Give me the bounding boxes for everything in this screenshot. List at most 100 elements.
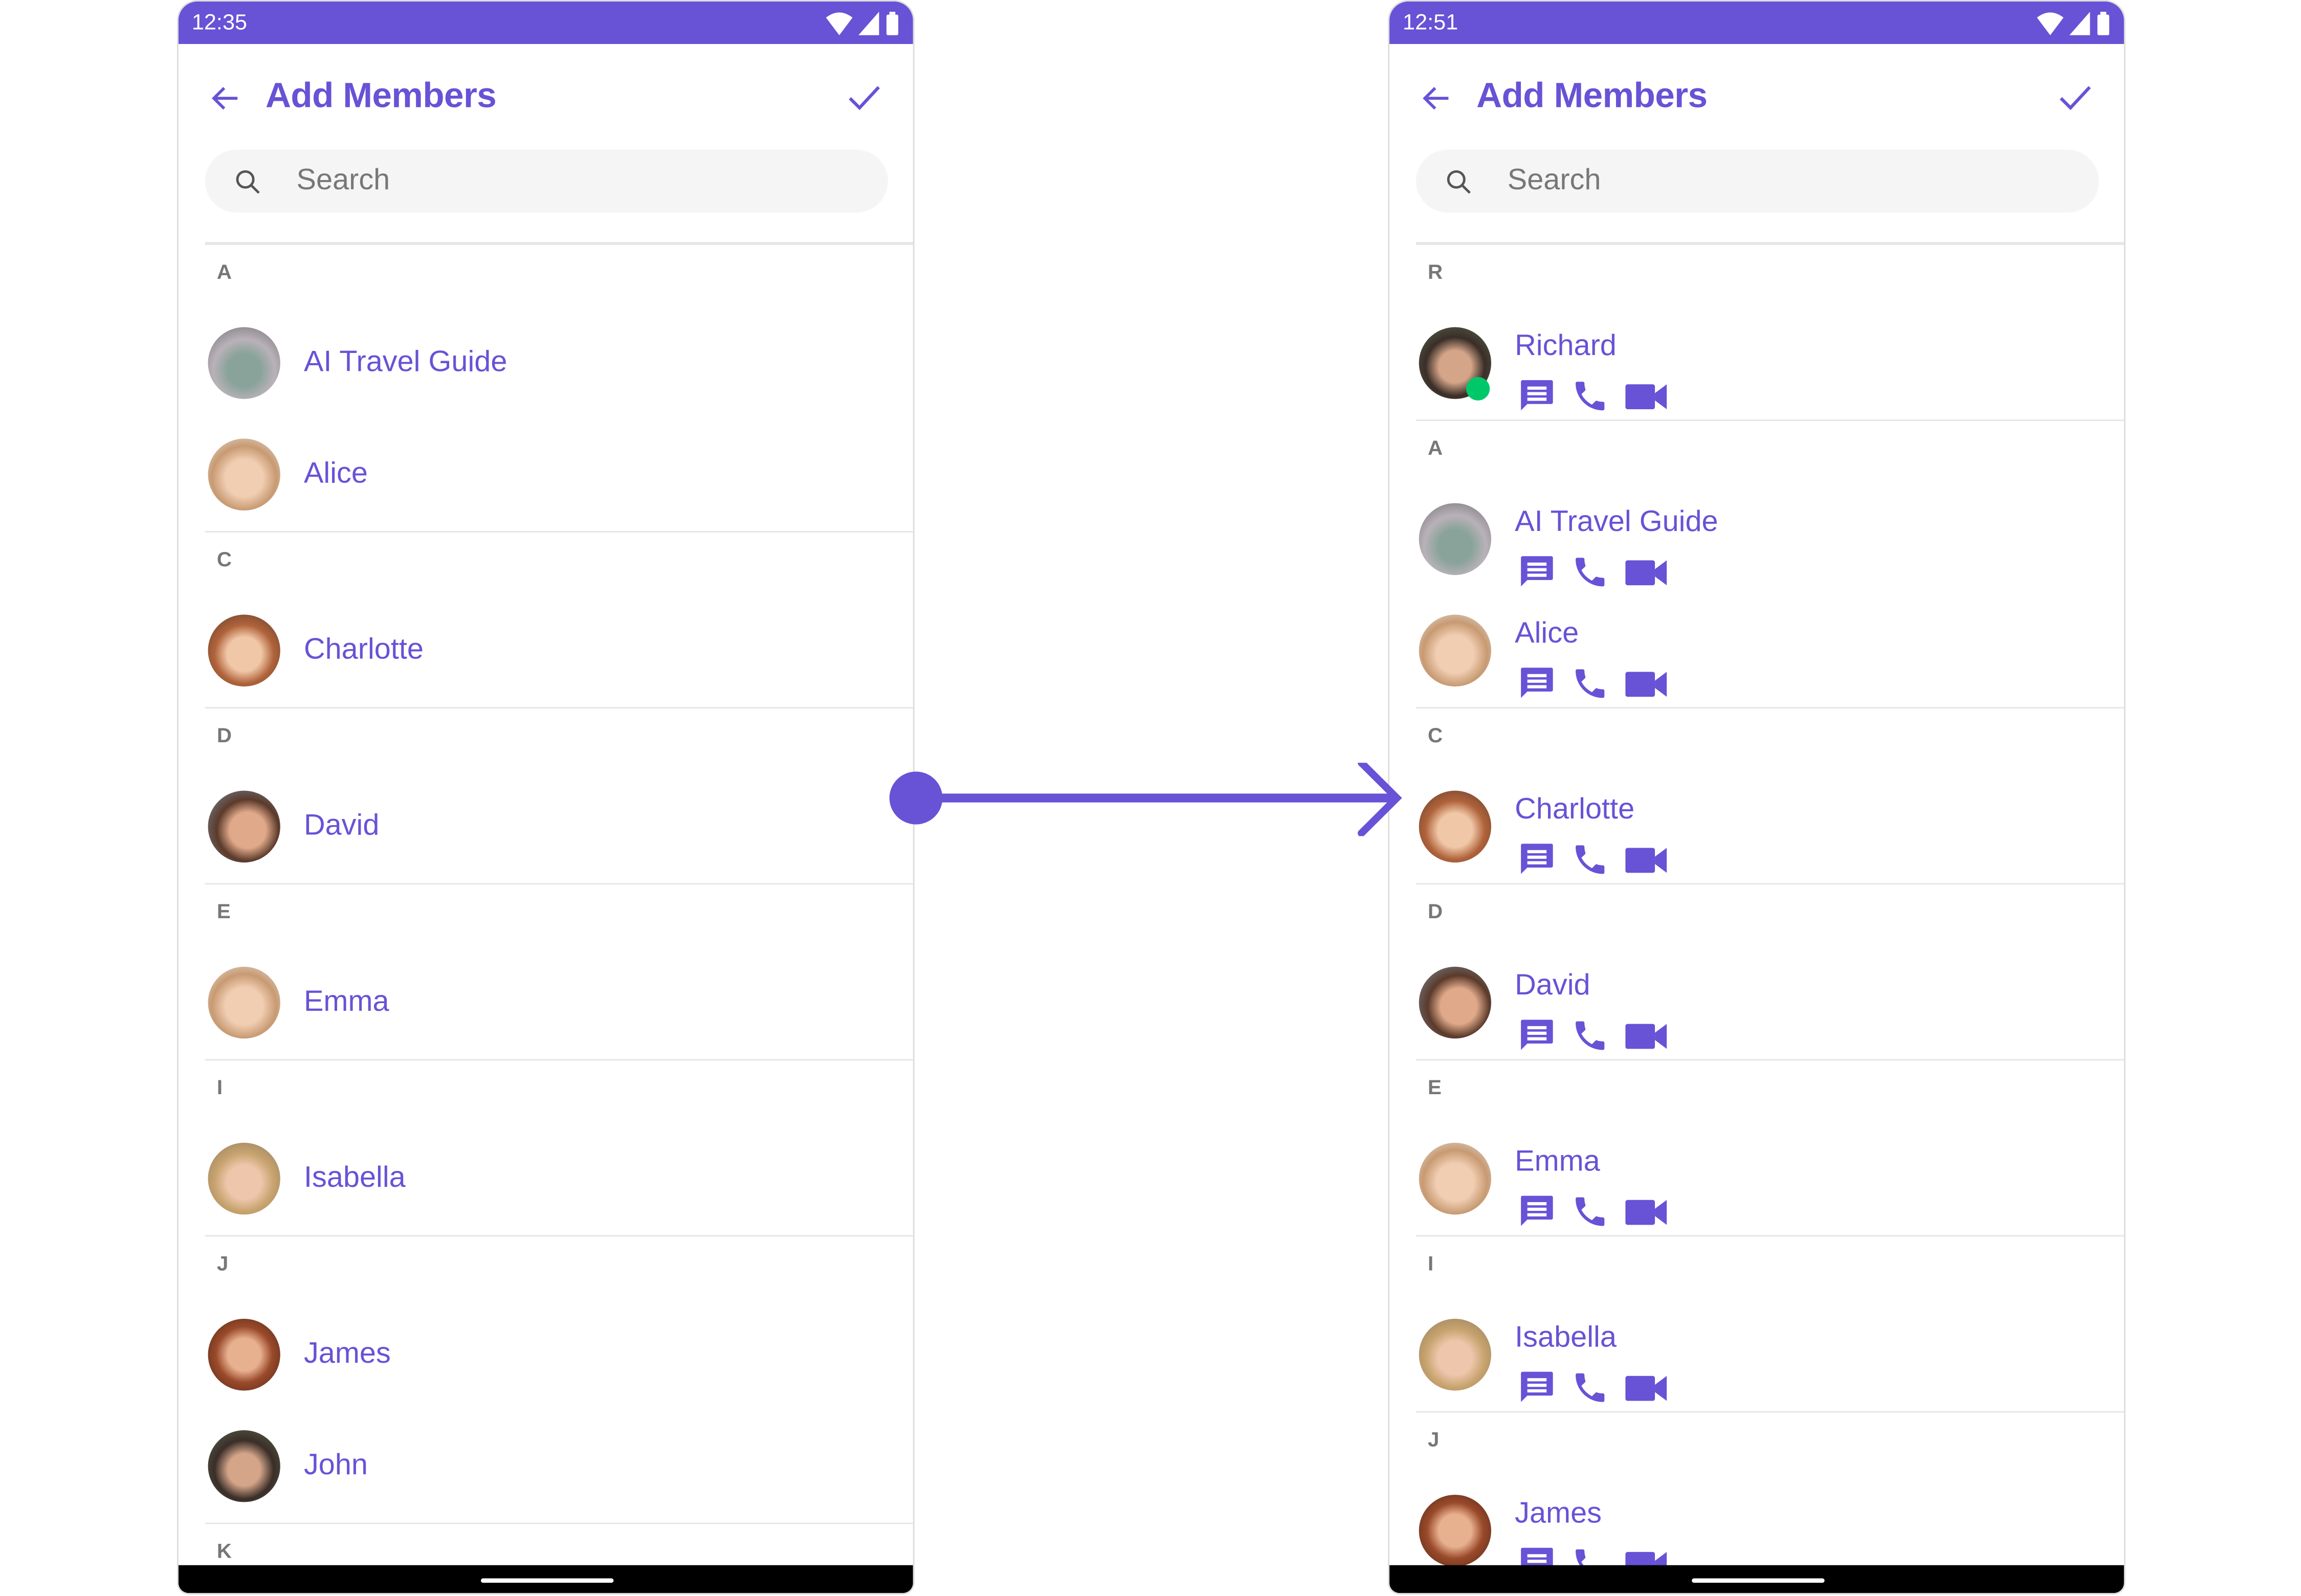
search-placeholder[interactable]: Search	[296, 164, 390, 197]
avatar	[1419, 790, 1492, 863]
list-item[interactable]: Emma	[205, 947, 913, 1059]
section-letter: E	[1428, 1075, 1442, 1099]
chat-icon[interactable]	[1518, 1016, 1556, 1055]
section-letter: C	[216, 547, 232, 571]
section-letter: A	[216, 259, 232, 283]
avatar	[1419, 1318, 1492, 1391]
video-call-icon[interactable]	[1624, 666, 1668, 701]
section-letter: A	[1428, 435, 1443, 459]
member-name: Isabella	[1515, 1321, 1617, 1354]
member-name: AI Travel Guide	[303, 346, 507, 379]
avatar	[208, 790, 280, 863]
search-placeholder[interactable]: Search	[1507, 164, 1601, 197]
signal-icon	[858, 11, 879, 35]
member-actions	[1518, 840, 1668, 879]
search-input[interactable]: Search	[1415, 149, 2099, 213]
list-item[interactable]: Charlotte	[1416, 771, 2124, 883]
video-call-icon[interactable]	[1624, 842, 1668, 877]
list-item[interactable]: David	[1416, 947, 2124, 1059]
list-item[interactable]: Isabella	[205, 1124, 913, 1235]
section-letter: J	[1428, 1427, 1440, 1451]
confirm-check-icon[interactable]	[2056, 79, 2094, 118]
member-name: David	[1515, 969, 1590, 1002]
phone-screen-before: 12:35 Add Members Search A AI Travel Gui…	[176, 0, 915, 1595]
video-call-icon[interactable]	[1624, 555, 1668, 590]
avatar	[1419, 614, 1492, 687]
list-item[interactable]: Alice	[1416, 595, 2124, 707]
transition-arrow	[885, 759, 1416, 844]
section-letter: J	[216, 1251, 229, 1275]
section-letter: D	[1428, 899, 1443, 923]
member-list[interactable]: R Richard A AI Travel Guide Alice C	[1415, 242, 2124, 1589]
back-arrow-icon[interactable]	[208, 81, 244, 116]
avatar	[208, 438, 280, 511]
app-header: Add Members	[1389, 69, 2124, 128]
video-call-icon[interactable]	[1624, 379, 1668, 414]
home-indicator[interactable]	[1692, 1578, 1825, 1583]
section-c: C Charlotte	[205, 533, 913, 709]
member-actions	[1518, 1368, 1668, 1407]
phone-icon[interactable]	[1571, 840, 1609, 879]
list-item[interactable]: Charlotte	[205, 595, 913, 707]
home-indicator[interactable]	[480, 1578, 614, 1583]
chat-icon[interactable]	[1518, 664, 1556, 703]
member-name: Emma	[1515, 1145, 1600, 1178]
member-actions	[1518, 664, 1668, 703]
section-a: A AI Travel Guide Alice	[1415, 421, 2124, 709]
member-name: Charlotte	[303, 633, 424, 666]
phone-icon[interactable]	[1571, 553, 1609, 591]
phone-icon[interactable]	[1571, 1192, 1609, 1231]
avatar	[1419, 503, 1492, 575]
system-nav-bar	[178, 1565, 913, 1593]
phone-icon[interactable]	[1571, 377, 1609, 415]
confirm-check-icon[interactable]	[845, 79, 883, 118]
signal-icon	[2069, 11, 2090, 35]
list-item[interactable]: Isabella	[1416, 1300, 2124, 1411]
avatar	[208, 614, 280, 687]
search-icon	[236, 169, 260, 193]
list-item[interactable]: Alice	[205, 419, 913, 531]
chat-icon[interactable]	[1518, 553, 1556, 591]
section-letter: R	[1428, 259, 1443, 283]
section-d: D David	[205, 708, 913, 885]
list-item[interactable]: James	[205, 1300, 913, 1411]
arrow-right-icon	[889, 759, 1402, 837]
wifi-icon	[826, 11, 853, 35]
back-arrow-icon[interactable]	[1419, 81, 1454, 116]
chat-icon[interactable]	[1518, 840, 1556, 879]
section-letter: I	[216, 1075, 223, 1099]
section-i: I Isabella	[205, 1060, 913, 1237]
member-name: AI Travel Guide	[1515, 506, 1718, 539]
member-name: Emma	[303, 986, 389, 1018]
list-item[interactable]: David	[205, 771, 913, 883]
phone-icon[interactable]	[1571, 1016, 1609, 1055]
section-letter: I	[1428, 1251, 1434, 1275]
list-item[interactable]: John	[205, 1411, 913, 1523]
avatar	[1419, 966, 1492, 1039]
list-item[interactable]: AI Travel Guide	[1416, 484, 2124, 595]
section-j: J James John	[205, 1236, 913, 1524]
avatar	[208, 1318, 280, 1391]
section-e: E Emma	[1415, 1060, 2124, 1237]
list-item[interactable]: Emma	[1416, 1124, 2124, 1235]
member-name: Isabella	[303, 1162, 406, 1194]
phone-icon[interactable]	[1571, 1368, 1609, 1407]
video-call-icon[interactable]	[1624, 1018, 1668, 1053]
avatar	[1419, 1142, 1492, 1215]
member-name: James	[303, 1338, 391, 1370]
chat-icon[interactable]	[1518, 377, 1556, 415]
page-title: Add Members	[1476, 76, 1708, 116]
member-name: David	[303, 809, 380, 843]
list-item[interactable]: AI Travel Guide	[205, 308, 913, 419]
video-call-icon[interactable]	[1624, 1194, 1668, 1229]
member-list[interactable]: A AI Travel Guide Alice C Charlotte D	[205, 242, 913, 1589]
chat-icon[interactable]	[1518, 1192, 1556, 1231]
avatar	[208, 327, 280, 399]
search-input[interactable]: Search	[205, 149, 888, 213]
chat-icon[interactable]	[1518, 1368, 1556, 1407]
section-letter: D	[216, 723, 232, 747]
phone-icon[interactable]	[1571, 664, 1609, 703]
list-item[interactable]: Richard	[1416, 308, 2124, 419]
video-call-icon[interactable]	[1624, 1370, 1668, 1405]
